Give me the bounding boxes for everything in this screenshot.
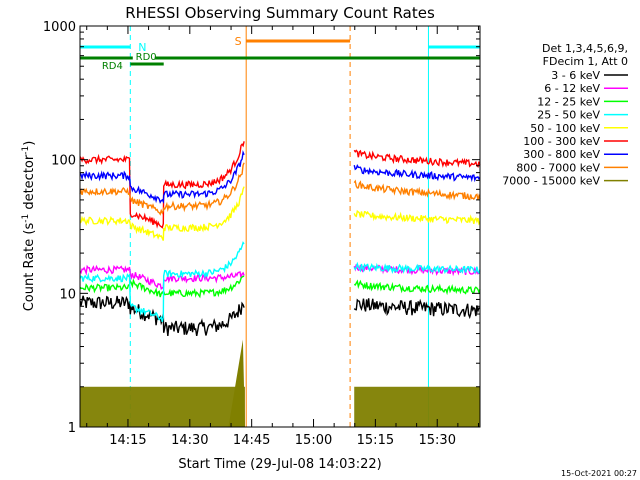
series-mark (354, 386, 480, 427)
legend-label: 800 - 7000 keV (516, 161, 600, 174)
x-tick-label: 15:30 (419, 433, 456, 448)
legend-header-1: Det 1,3,4,5,6,9, (542, 42, 628, 55)
legend-label: 50 - 100 keV (530, 122, 600, 135)
decim-label-bg (132, 52, 155, 62)
series-8 (80, 339, 480, 427)
series-0 (79, 295, 481, 336)
series-line-pre (79, 295, 245, 336)
series-line-post (353, 149, 481, 168)
series-2 (79, 275, 481, 299)
y-tick-label: 100 (51, 154, 76, 169)
footer-timestamp: 15-Oct-2021 00:27 (561, 469, 637, 478)
series-line-post (353, 279, 481, 296)
x-axis: 14:15 14:30 14:45 15:00 15:15 15:30 (86, 26, 479, 448)
plot-area: N S RD0 RD4 (79, 26, 481, 427)
series-line-pre (79, 162, 245, 216)
rd0-label: RD0 (136, 52, 157, 63)
legend-label: 300 - 800 keV (523, 148, 600, 161)
x-tick-label: 14:30 (171, 433, 208, 448)
series-line-post (353, 298, 481, 320)
series-1 (79, 264, 481, 291)
series-line-post (353, 179, 481, 201)
series-7 (79, 162, 481, 216)
x-tick-label: 15:00 (295, 433, 332, 448)
series-line-pre (79, 264, 245, 291)
series-line-pre (79, 186, 245, 241)
series-6 (79, 149, 481, 204)
chart-title: RHESSI Observing Summary Count Rates (125, 4, 435, 22)
y-tick-label: 1 (68, 421, 76, 436)
y-axis: 1 10 100 1000 (43, 20, 480, 436)
series-line-post (353, 261, 481, 275)
series-line-post (353, 163, 481, 183)
plot-frame (79, 25, 481, 428)
series-line-pre (79, 141, 245, 229)
series-mark (80, 386, 245, 427)
x-axis-label: Start Time (29-Jul-08 14:03:22) (178, 457, 381, 472)
x-tick-label: 14:15 (109, 433, 146, 448)
series-line-post (353, 209, 481, 226)
rd4-label-bg (100, 61, 125, 71)
legend-label: 25 - 50 keV (537, 109, 600, 122)
legend-label: 100 - 300 keV (523, 135, 600, 148)
series-line-pre (79, 275, 245, 299)
series-line-pre (79, 241, 245, 323)
y-tick-label: 10 (59, 287, 76, 302)
series-5 (79, 141, 481, 229)
y-tick-label: 1000 (43, 20, 76, 35)
legend-label: 12 - 25 keV (537, 95, 600, 108)
legend-label: 7000 - 15000 keV (502, 175, 600, 188)
series-3 (79, 241, 481, 323)
x-tick-label: 14:45 (233, 433, 270, 448)
night-label: N (138, 41, 146, 54)
legend-label: 3 - 6 keV (551, 69, 600, 82)
legend-header-2: FDecim 1, Att 0 (543, 55, 628, 68)
saa-label: S (235, 35, 242, 48)
y-axis-label: Count Rate (s-1 detector-1) (21, 141, 37, 312)
series-mark (228, 339, 245, 427)
x-tick-label: 15:15 (357, 433, 394, 448)
series-4 (79, 186, 481, 241)
rd4-label: RD4 (102, 61, 123, 72)
series-line-pre (79, 149, 245, 204)
legend-label: 6 - 12 keV (544, 82, 600, 95)
